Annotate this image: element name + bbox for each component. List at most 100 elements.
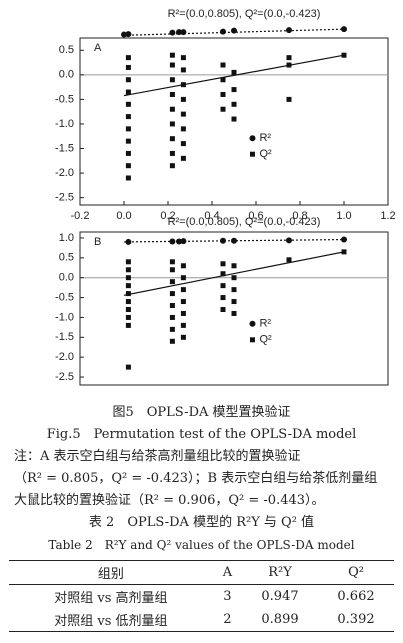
point: [341, 52, 347, 58]
point: [169, 338, 175, 344]
y-tick-label: 1.0: [59, 232, 74, 244]
y-tick-label: -1.5: [55, 331, 74, 343]
table-row: 对照组 vs 低剂量组 2 0.899 0.392: [9, 608, 394, 632]
point: [180, 126, 186, 132]
legend-marker: [249, 151, 255, 157]
cell: 0.947: [261, 589, 299, 604]
point: [169, 52, 175, 58]
x-tick-label: 1.2: [380, 210, 395, 222]
point: [125, 267, 131, 273]
point: [176, 238, 182, 245]
point: [231, 263, 237, 269]
point: [231, 69, 237, 75]
point: [220, 261, 226, 267]
header-cell: A: [222, 565, 233, 580]
captions: 图5 OPLS-DA 模型置换验证 Fig.5 Permutation test…: [0, 402, 403, 556]
y-tick-label: -1.0: [55, 118, 74, 130]
y-tick-label: -2.5: [55, 371, 74, 383]
point: [286, 257, 292, 263]
table-header: 组别 A R²Y Q²: [9, 560, 394, 585]
point: [121, 31, 127, 38]
legend-marker: [249, 320, 256, 327]
x-tick-label: 0.0: [116, 210, 131, 222]
point: [125, 299, 131, 305]
point: [125, 126, 131, 132]
point: [169, 136, 175, 142]
y-tick-label: -0.5: [55, 291, 74, 303]
point: [169, 91, 175, 97]
point: [169, 267, 175, 273]
point: [231, 287, 237, 293]
legend-label: R²: [259, 132, 271, 144]
point: [180, 29, 187, 36]
fit-line: [123, 238, 345, 243]
figure: R²=(0.0,0.805), Q²=(0.0,-0.423) A 0.5 0.0 -0…: [55, 8, 396, 386]
point: [125, 291, 131, 297]
point: [220, 295, 226, 301]
point: [180, 82, 186, 88]
point: [125, 238, 132, 245]
point: [125, 364, 131, 370]
y-tick-label: 0.5: [59, 252, 74, 264]
point: [180, 275, 186, 281]
point: [231, 87, 237, 93]
y-tick-label: -2.5: [55, 192, 74, 204]
cell: 0.392: [337, 612, 375, 627]
note: 大鼠比较的置换验证（R² = 0.906，Q² = -0.443）。: [14, 493, 325, 508]
point: [169, 163, 175, 169]
y-tick-label: -2.0: [55, 351, 74, 363]
cell: 对照组 vs 高剂量组: [54, 591, 168, 606]
x-tick-label: 0.2: [160, 210, 175, 222]
fit-line: [123, 28, 345, 36]
point: [180, 322, 186, 328]
point: [286, 27, 292, 34]
point: [125, 163, 131, 169]
header-cell: Q²: [348, 565, 364, 580]
point: [220, 271, 226, 277]
point: [169, 77, 175, 83]
point: [180, 310, 186, 316]
y-tick-label: -1.0: [55, 311, 74, 323]
legend-label: Q²: [259, 334, 272, 346]
point: [220, 106, 226, 112]
y-tick-label: -0.5: [55, 93, 74, 105]
point: [231, 237, 237, 244]
point: [220, 62, 226, 68]
point: [231, 116, 237, 122]
x-tick-label: -0.2: [71, 210, 90, 222]
fit-line: [123, 54, 345, 97]
point: [125, 306, 131, 312]
point: [220, 306, 226, 312]
point: [341, 236, 347, 243]
point: [125, 322, 131, 328]
cell: 3: [223, 589, 232, 604]
point: [180, 141, 186, 147]
point: [176, 29, 182, 36]
point: [125, 150, 131, 156]
figure-caption: 图5 OPLS-DA 模型置换验证: [112, 405, 291, 420]
legend-label: R²: [259, 318, 271, 330]
point: [231, 310, 237, 316]
note: 注：A 表示空白组与给茶高剂量组比较的置换验证: [14, 449, 301, 464]
table-caption-en: Table 2 R²Y and Q² values of the OPLS-DA…: [48, 538, 355, 552]
point: [169, 62, 175, 68]
point: [169, 259, 175, 265]
point: [169, 238, 176, 245]
point: [169, 150, 175, 156]
point: [125, 175, 131, 181]
point: [180, 238, 187, 245]
point: [180, 67, 186, 73]
table-row: 对照组 vs 高剂量组 3 0.947 0.662: [9, 585, 394, 609]
point: [286, 55, 292, 61]
point: [125, 77, 131, 83]
point: [180, 263, 186, 269]
chart-title: R²=(0.0,0.805), Q²=(0.0,-0.423): [168, 8, 321, 20]
panel-label: B: [94, 236, 101, 248]
point: [125, 101, 131, 107]
point: [341, 249, 347, 255]
point: [180, 299, 186, 305]
note: （R² = 0.805，Q² = -0.423）；B 表示空白组与给茶低剂量组: [14, 471, 378, 486]
point: [125, 314, 131, 320]
point: [125, 138, 131, 144]
